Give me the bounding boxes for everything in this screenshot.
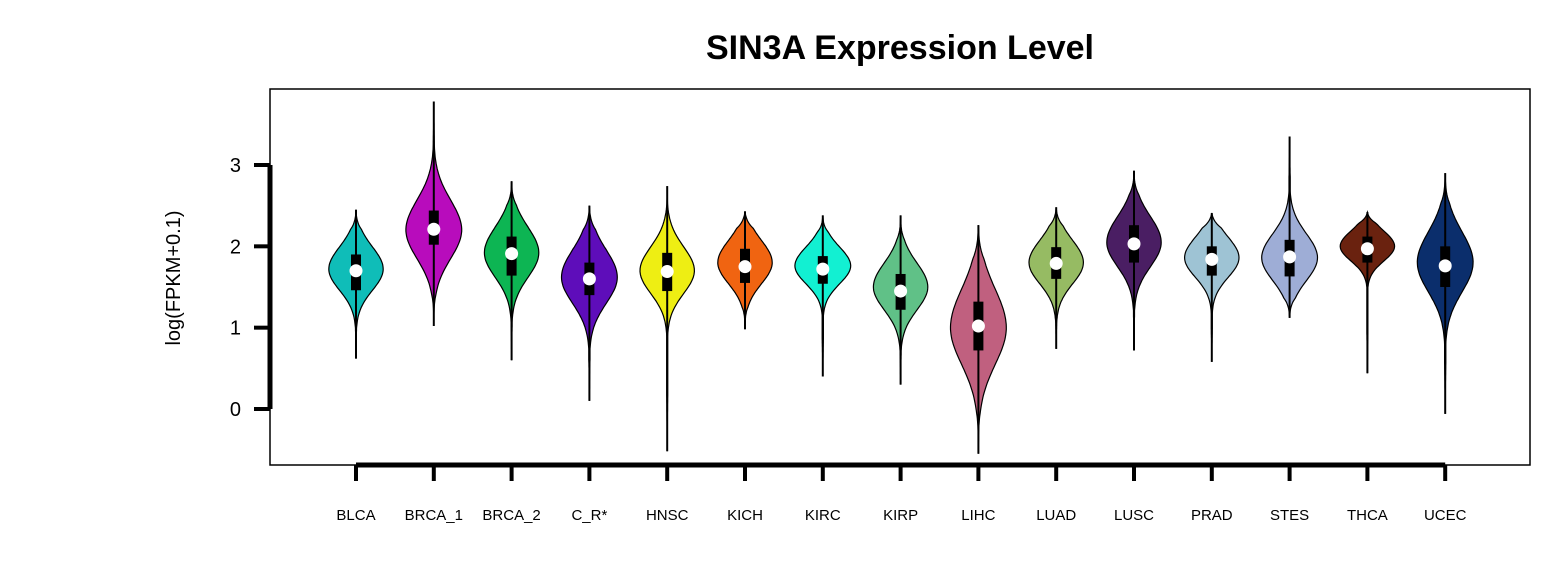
- y-axis-label: log(FPKM+0.1): [163, 210, 185, 345]
- violin-median-point: [1438, 259, 1452, 273]
- violin: [405, 101, 463, 327]
- x-tick-label: LUAD: [1036, 507, 1076, 524]
- x-tick-label: PRAD: [1191, 507, 1233, 524]
- violin: [1106, 170, 1162, 351]
- violin-median-point: [1127, 237, 1141, 251]
- violin-median-point: [894, 284, 908, 298]
- x-axis: BLCA BRCA_1 BRCA_2 C_R* HNSC KICH KIRC KIRP LIHC…: [336, 462, 1467, 524]
- violin-median-point: [738, 260, 752, 274]
- violin-median-point: [1283, 250, 1297, 264]
- violin-median-point: [971, 319, 985, 333]
- y-tick-label: 3: [230, 155, 241, 177]
- x-tick-label: BLCA: [336, 507, 375, 524]
- violin: [639, 186, 696, 452]
- violin: [328, 209, 384, 359]
- violin-median-point: [660, 265, 674, 279]
- x-tick-label: BRCA_1: [405, 507, 463, 524]
- x-tick-label: THCA: [1347, 507, 1388, 524]
- violin-median-point: [427, 222, 441, 236]
- violin-median-point: [582, 272, 596, 286]
- x-tick-label: KIRP: [883, 507, 918, 524]
- x-tick-label: UCEC: [1424, 507, 1467, 524]
- x-tick-label: KICH: [727, 507, 763, 524]
- violin: [717, 211, 773, 330]
- y-tick-label: 2: [230, 236, 241, 258]
- chart-title: SIN3A Expression Level: [706, 29, 1094, 67]
- violin-median-point: [816, 262, 830, 276]
- violin: [1028, 207, 1085, 349]
- x-tick-label: LIHC: [961, 507, 995, 524]
- y-tick-label: 1: [230, 318, 241, 340]
- violin: [949, 225, 1007, 454]
- violin: [1183, 212, 1240, 362]
- x-tick-label: C_R*: [571, 507, 607, 524]
- violin: [483, 181, 540, 361]
- violin: [560, 205, 618, 401]
- x-tick-label: LUSC: [1114, 507, 1154, 524]
- violin: [794, 215, 852, 377]
- violin-median-point: [349, 264, 363, 278]
- violin-median-point: [1360, 242, 1374, 256]
- x-tick-label: STES: [1270, 507, 1309, 524]
- y-axis: 0 1 2 3: [230, 155, 273, 421]
- violin-median-point: [1205, 252, 1219, 266]
- violin-median-point: [1049, 256, 1063, 270]
- y-tick-label: 0: [230, 399, 241, 421]
- violin-median-point: [505, 247, 519, 261]
- violin: [872, 215, 929, 385]
- x-tick-label: KIRC: [805, 507, 841, 524]
- violin: [1261, 136, 1319, 318]
- x-tick-label: HNSC: [646, 507, 689, 524]
- violin: [1416, 173, 1474, 414]
- violin: [1339, 209, 1396, 374]
- x-tick-label: BRCA_2: [482, 507, 540, 524]
- violins-layer: [328, 101, 1474, 454]
